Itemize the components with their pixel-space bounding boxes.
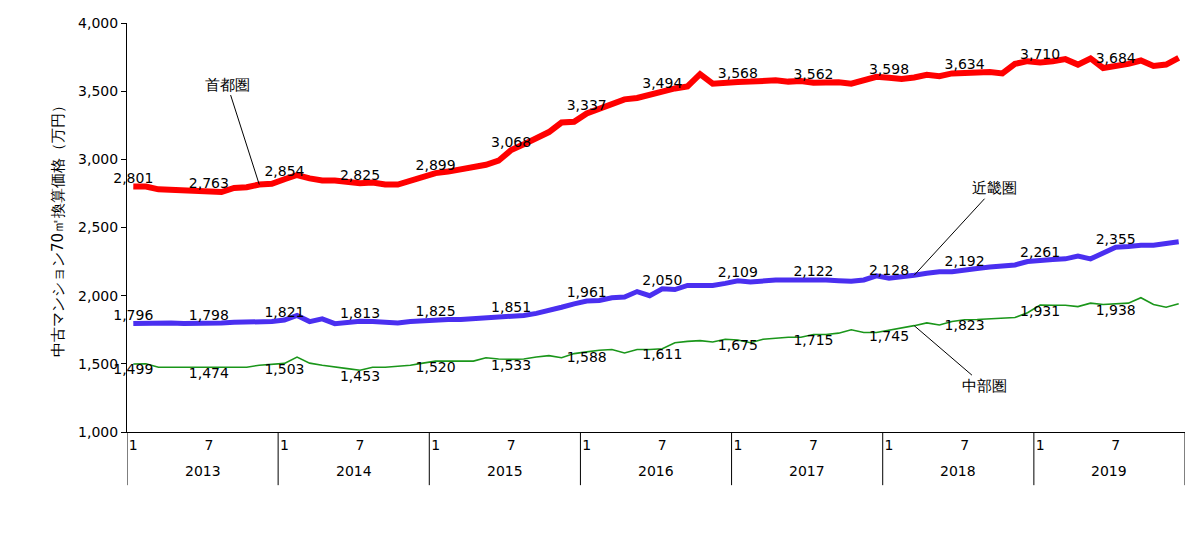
svg-text:1: 1 xyxy=(885,437,894,453)
svg-text:1: 1 xyxy=(431,437,440,453)
svg-text:1,588: 1,588 xyxy=(567,349,607,365)
svg-text:1,520: 1,520 xyxy=(416,359,456,375)
svg-text:1,675: 1,675 xyxy=(718,337,758,353)
svg-text:1,961: 1,961 xyxy=(567,284,607,300)
svg-text:1,851: 1,851 xyxy=(491,299,531,315)
svg-text:1,813: 1,813 xyxy=(340,305,380,321)
svg-text:2,899: 2,899 xyxy=(416,157,456,173)
svg-text:3,634: 3,634 xyxy=(945,56,985,72)
svg-text:2014: 2014 xyxy=(336,463,372,479)
svg-text:3,494: 3,494 xyxy=(642,75,682,91)
svg-text:2,854: 2,854 xyxy=(264,163,304,179)
svg-text:2015: 2015 xyxy=(487,463,523,479)
svg-text:1,823: 1,823 xyxy=(945,317,985,333)
svg-text:3,500: 3,500 xyxy=(78,83,118,99)
svg-text:2,825: 2,825 xyxy=(340,167,380,183)
svg-text:3,598: 3,598 xyxy=(869,61,909,77)
svg-text:1,715: 1,715 xyxy=(793,332,833,348)
svg-text:2,192: 2,192 xyxy=(945,253,985,269)
svg-text:3,068: 3,068 xyxy=(491,134,531,150)
svg-text:3,710: 3,710 xyxy=(1020,46,1060,62)
svg-text:2,128: 2,128 xyxy=(869,262,909,278)
svg-text:2016: 2016 xyxy=(638,463,674,479)
svg-text:1,931: 1,931 xyxy=(1020,303,1060,319)
svg-text:2018: 2018 xyxy=(940,463,976,479)
svg-text:3,562: 3,562 xyxy=(793,66,833,82)
svg-text:2,355: 2,355 xyxy=(1096,231,1136,247)
svg-text:2019: 2019 xyxy=(1091,463,1127,479)
svg-text:2,122: 2,122 xyxy=(793,263,833,279)
svg-text:1,611: 1,611 xyxy=(642,346,682,362)
svg-text:7: 7 xyxy=(809,437,818,453)
svg-text:中古マンション70㎡換算価格（万円）: 中古マンション70㎡換算価格（万円） xyxy=(49,98,67,357)
svg-text:2,801: 2,801 xyxy=(113,170,153,186)
svg-text:3,000: 3,000 xyxy=(78,151,118,167)
svg-text:1: 1 xyxy=(280,437,289,453)
svg-text:1,825: 1,825 xyxy=(416,303,456,319)
svg-text:1,000: 1,000 xyxy=(78,424,118,440)
svg-text:1,938: 1,938 xyxy=(1096,302,1136,318)
svg-text:1,474: 1,474 xyxy=(189,365,229,381)
svg-text:1,533: 1,533 xyxy=(491,357,531,373)
svg-text:2,763: 2,763 xyxy=(189,175,229,191)
svg-text:近畿圏: 近畿圏 xyxy=(972,179,1017,197)
svg-text:3,337: 3,337 xyxy=(567,97,607,113)
svg-text:1,796: 1,796 xyxy=(113,307,153,323)
svg-text:1,499: 1,499 xyxy=(113,361,153,377)
svg-text:1,500: 1,500 xyxy=(78,356,118,372)
svg-text:4,000: 4,000 xyxy=(78,15,118,31)
svg-text:1: 1 xyxy=(129,437,138,453)
svg-text:1: 1 xyxy=(582,437,591,453)
svg-text:2,500: 2,500 xyxy=(78,219,118,235)
svg-text:7: 7 xyxy=(658,437,667,453)
svg-text:1,745: 1,745 xyxy=(869,328,909,344)
svg-text:2,050: 2,050 xyxy=(642,272,682,288)
svg-text:2,109: 2,109 xyxy=(718,264,758,280)
svg-text:首都圏: 首都圏 xyxy=(205,76,250,94)
svg-text:3,684: 3,684 xyxy=(1096,50,1136,66)
svg-text:2,261: 2,261 xyxy=(1020,244,1060,260)
svg-text:1: 1 xyxy=(1036,437,1045,453)
svg-text:1,798: 1,798 xyxy=(189,307,229,323)
svg-text:7: 7 xyxy=(960,437,969,453)
svg-text:7: 7 xyxy=(1111,437,1120,453)
svg-text:1,503: 1,503 xyxy=(264,361,304,377)
svg-text:2013: 2013 xyxy=(185,463,221,479)
svg-text:1,821: 1,821 xyxy=(264,304,304,320)
svg-text:中部圏: 中部圏 xyxy=(962,377,1007,395)
svg-text:1: 1 xyxy=(733,437,742,453)
svg-text:7: 7 xyxy=(204,437,213,453)
svg-text:3,568: 3,568 xyxy=(718,65,758,81)
svg-text:7: 7 xyxy=(356,437,365,453)
svg-text:2,000: 2,000 xyxy=(78,288,118,304)
svg-text:7: 7 xyxy=(507,437,516,453)
svg-text:1,453: 1,453 xyxy=(340,368,380,384)
svg-text:2017: 2017 xyxy=(789,463,825,479)
